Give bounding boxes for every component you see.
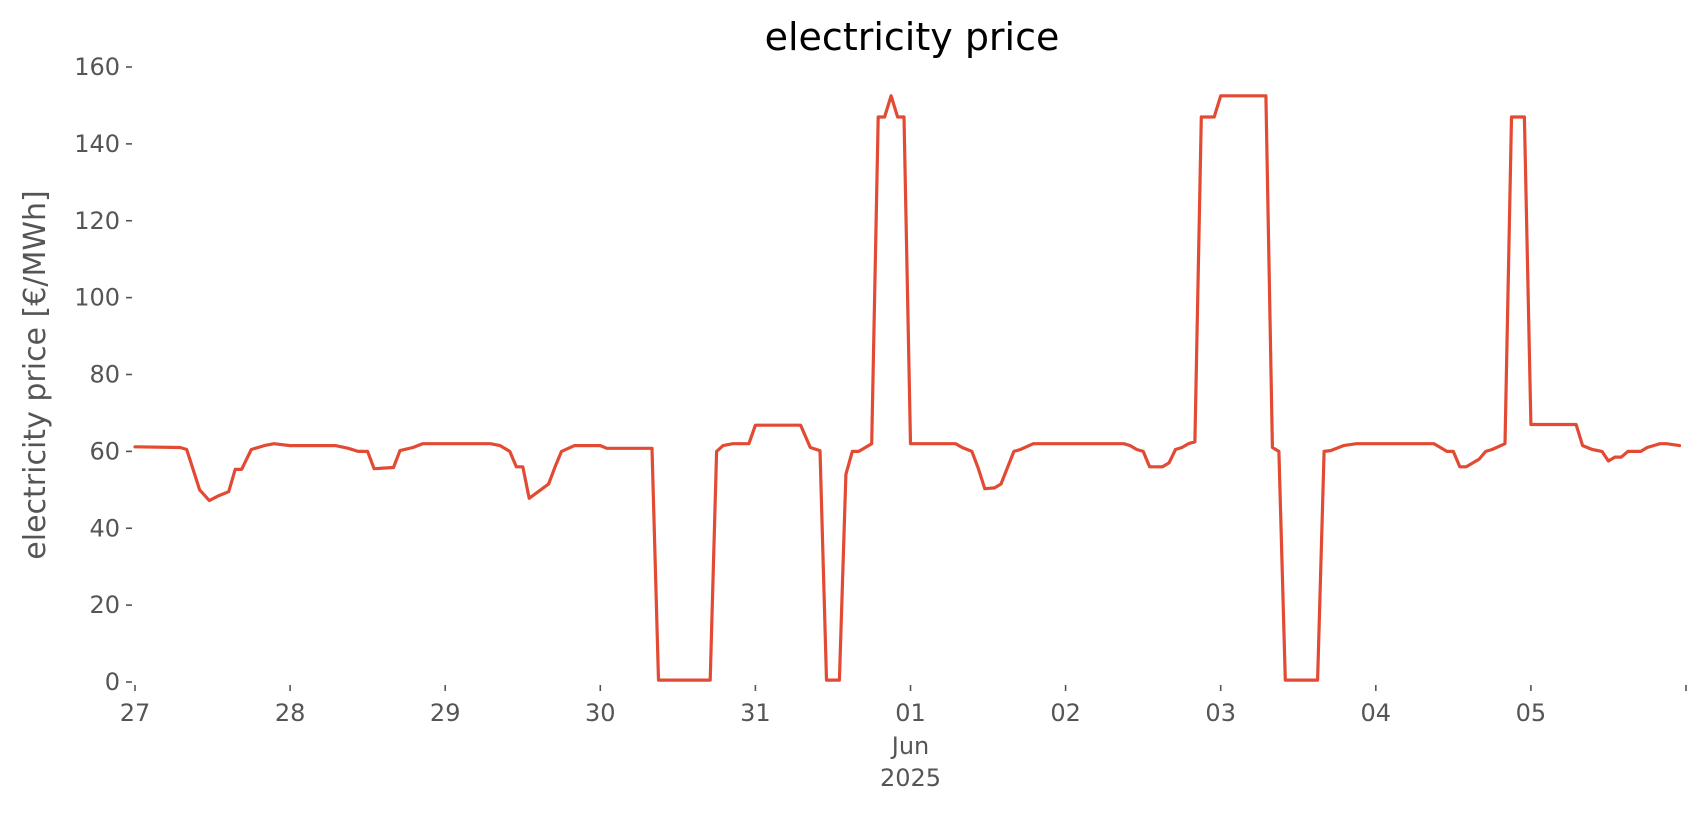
y-tick-label: 0	[105, 668, 120, 696]
x-tick-label: 02	[1050, 699, 1081, 727]
y-tick-label: 120	[74, 207, 120, 235]
y-tick-label: 60	[89, 437, 120, 465]
plot-area	[133, 94, 1682, 682]
y-tick-label: 40	[89, 514, 120, 542]
x-tick-label: 28	[275, 699, 306, 727]
x-tick-label: 05	[1516, 699, 1547, 727]
y-axis: 0 20 40 60 80 100 120 140 160	[74, 53, 132, 696]
x-tick-label: 31	[740, 699, 771, 727]
y-tick-label: 160	[74, 53, 120, 81]
x-tick-label: 30	[585, 699, 616, 727]
x-axis: 27 28 29 30 31 01 02 03 04 05 Jun 2025	[120, 685, 1687, 792]
x-tick-label: 29	[430, 699, 461, 727]
series-line-electricity-price	[133, 94, 1682, 682]
chart-title: electricity price	[765, 15, 1060, 59]
y-tick-label: 80	[89, 361, 120, 389]
y-tick-label: 20	[89, 591, 120, 619]
x-tick-label: 27	[120, 699, 151, 727]
x-tick-label: 01	[895, 699, 926, 727]
y-tick-label: 140	[74, 130, 120, 158]
x-year-label: 2025	[880, 764, 941, 792]
y-axis-title: electricity price [€/MWh]	[18, 190, 53, 559]
x-month-label: Jun	[890, 732, 930, 760]
x-tick-label: 03	[1205, 699, 1236, 727]
x-tick-label: 04	[1361, 699, 1392, 727]
y-tick-label: 100	[74, 284, 120, 312]
